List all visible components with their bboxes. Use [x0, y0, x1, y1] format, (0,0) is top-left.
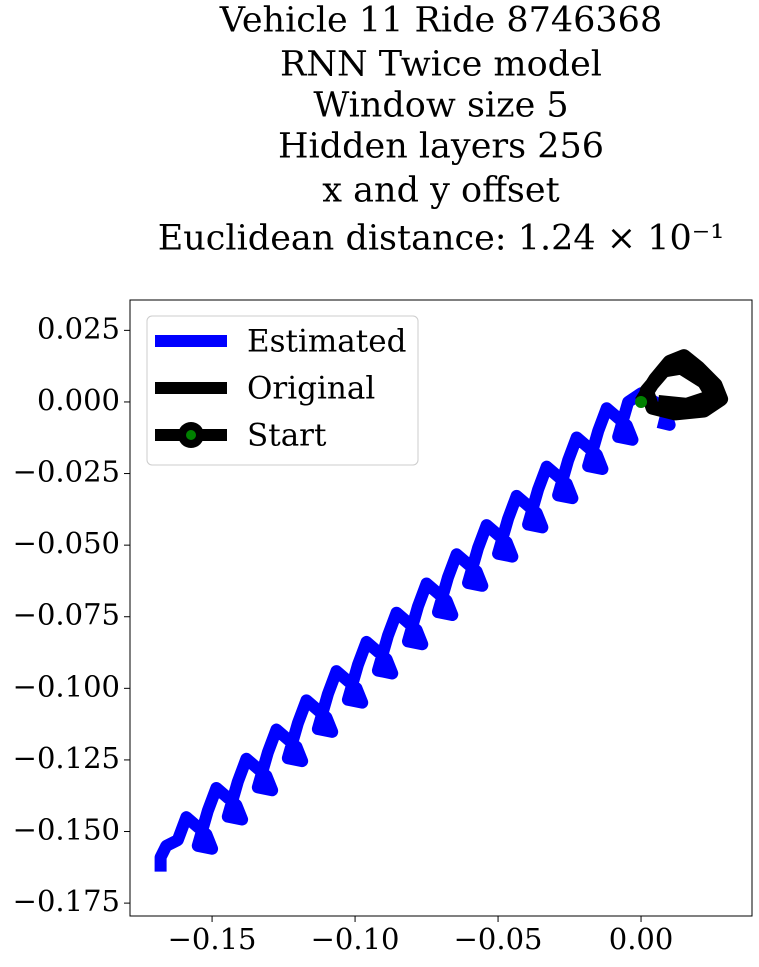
chart-title: Euclidean distance: 1.24 × 10⁻¹	[158, 219, 725, 259]
y-tick-label: −0.125	[13, 741, 120, 775]
x-tick-label: 0.00	[609, 922, 674, 956]
plot-area	[154, 349, 729, 872]
chart-title: Window size 5	[313, 86, 568, 126]
y-tick-label: −0.050	[13, 526, 120, 560]
legend-marker-center	[186, 430, 196, 440]
y-tick-label: −0.150	[13, 813, 120, 847]
series-line	[154, 387, 676, 872]
y-tick-label: 0.025	[37, 311, 120, 345]
y-tick-label: −0.175	[13, 884, 120, 918]
chart-title: Vehicle 11 Ride 8746368	[219, 1, 662, 41]
chart-title: x and y offset	[322, 171, 559, 211]
legend-box	[146, 315, 419, 466]
legend-label: Estimated	[247, 324, 406, 360]
y-tick-label: −0.075	[13, 598, 120, 632]
axes-frame	[129, 299, 753, 917]
legend-label: Start	[247, 418, 327, 454]
series-line	[635, 349, 729, 421]
y-tick-label: −0.025	[13, 455, 120, 489]
start-marker	[635, 395, 648, 408]
y-tick-label: −0.100	[13, 669, 120, 703]
x-tick-label: −0.05	[454, 922, 543, 956]
x-tick-label: −0.10	[311, 922, 400, 956]
chart-title: RNN Twice model	[280, 45, 602, 85]
y-tick-label: 0.000	[37, 383, 120, 417]
x-tick-label: −0.15	[168, 922, 257, 956]
legend-label: Original	[247, 371, 375, 407]
chart-title: Hidden layers 256	[278, 127, 604, 167]
